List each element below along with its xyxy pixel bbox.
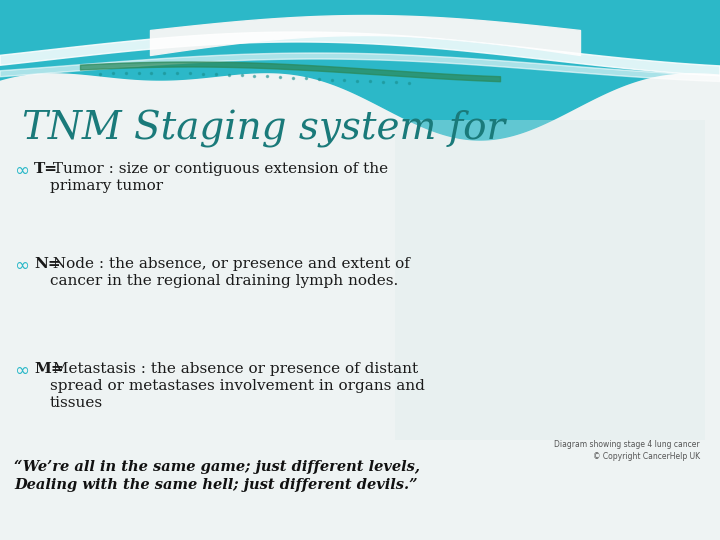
- Text: TNM Staging system for: TNM Staging system for: [22, 110, 505, 148]
- Text: ∞: ∞: [14, 257, 29, 275]
- Text: N=: N=: [34, 257, 60, 271]
- Text: tissues: tissues: [50, 396, 103, 410]
- Text: Tumor : size or contiguous extension of the: Tumor : size or contiguous extension of …: [48, 162, 388, 176]
- FancyBboxPatch shape: [395, 120, 705, 440]
- Text: Diagram showing stage 4 lung cancer
© Copyright CancerHelp UK: Diagram showing stage 4 lung cancer © Co…: [554, 440, 700, 461]
- Text: Node : the absence, or presence and extent of: Node : the absence, or presence and exte…: [48, 257, 410, 271]
- Text: M=: M=: [34, 362, 63, 376]
- Text: Metastasis : the absence or presence of distant: Metastasis : the absence or presence of …: [48, 362, 418, 376]
- Text: “We’re all in the same game; just different levels,: “We’re all in the same game; just differ…: [14, 460, 420, 474]
- Text: T=: T=: [34, 162, 58, 176]
- Text: ∞: ∞: [14, 362, 29, 380]
- Text: ∞: ∞: [14, 162, 29, 180]
- Text: spread or metastases involvement in organs and: spread or metastases involvement in orga…: [50, 379, 425, 393]
- Text: cancer in the regional draining lymph nodes.: cancer in the regional draining lymph no…: [50, 274, 398, 288]
- Text: Dealing with the same hell; just different devils.”: Dealing with the same hell; just differe…: [14, 478, 418, 492]
- Text: primary tumor: primary tumor: [50, 179, 163, 193]
